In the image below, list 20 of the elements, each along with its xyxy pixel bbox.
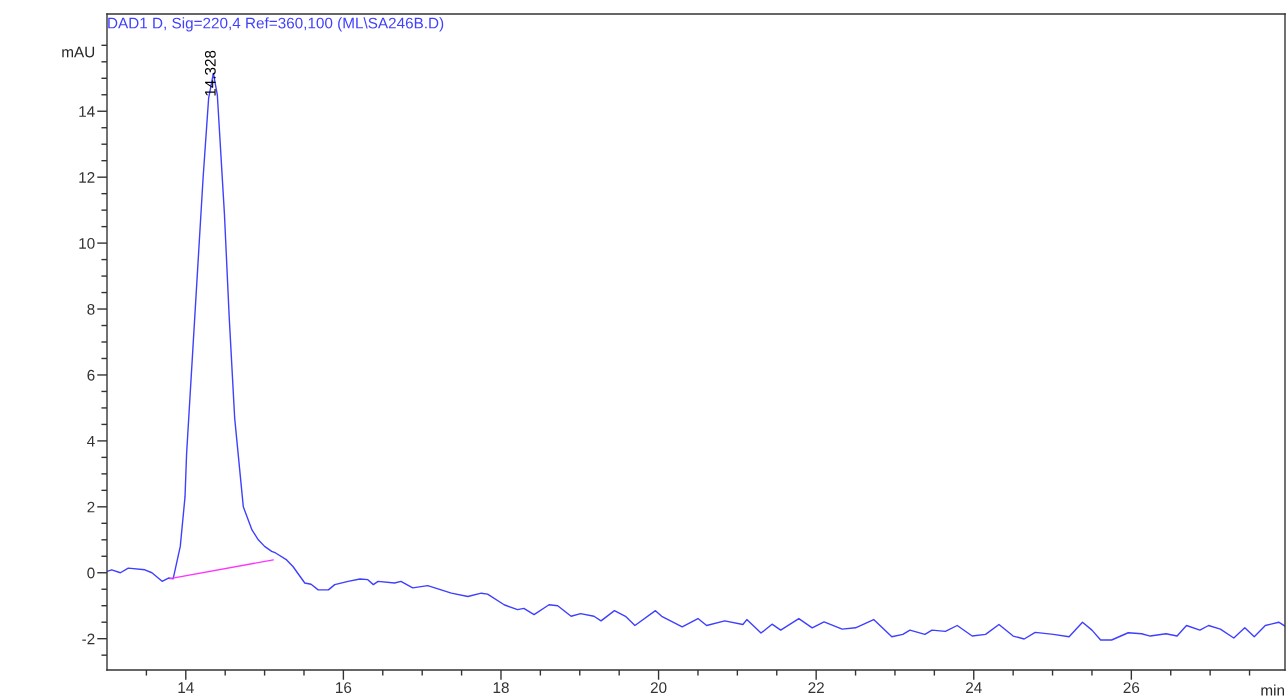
y-axis-title: mAU (62, 46, 95, 58)
y-tick-label: 12 (79, 172, 95, 183)
x-tick-label: 16 (336, 682, 352, 694)
y-tick-label: 2 (87, 501, 95, 513)
y-tick-label: 8 (87, 303, 95, 315)
x-tick-label: 14 (178, 682, 194, 693)
y-tick-label: 6 (87, 369, 95, 381)
y-tick-label: -2 (82, 633, 95, 645)
y-tick-label: 10 (79, 237, 95, 249)
x-tick-label: 24 (966, 682, 982, 693)
y-tick-label: 4 (87, 435, 95, 447)
x-tick-label: 18 (493, 682, 509, 694)
y-tick-label: 14 (79, 106, 95, 117)
chart-title: DAD1 D, Sig=220,4 Ref=360,100 (ML\SA246B.D) (108, 17, 444, 32)
x-axis-title: min (1261, 684, 1285, 696)
x-tick-label: 26 (1123, 682, 1140, 694)
x-tick-label: 20 (650, 682, 667, 694)
x-tick-label: 22 (808, 682, 824, 693)
y-tick-label: 0 (87, 567, 95, 579)
annotation: 14.328 (204, 50, 216, 96)
